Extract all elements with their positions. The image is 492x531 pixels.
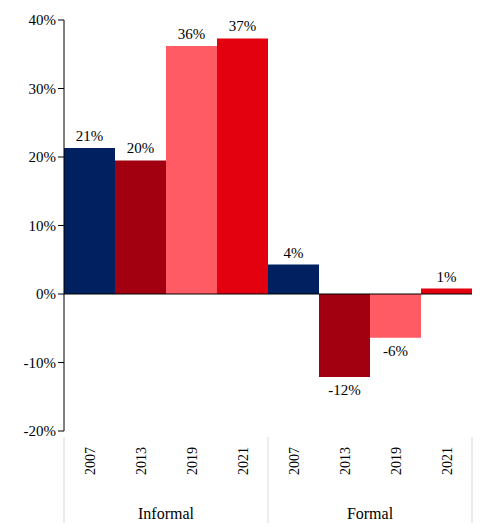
svg-text:2007: 2007 [287, 447, 302, 475]
svg-text:2021: 2021 [236, 447, 251, 475]
svg-text:Informal: Informal [138, 505, 195, 522]
svg-text:2007: 2007 [83, 447, 98, 475]
svg-text:10%: 10% [29, 218, 57, 234]
svg-text:36%: 36% [178, 26, 206, 42]
svg-text:2013: 2013 [338, 447, 353, 475]
svg-text:2013: 2013 [134, 447, 149, 475]
svg-text:-12%: -12% [328, 382, 361, 398]
svg-text:-6%: -6% [383, 343, 408, 359]
svg-text:4%: 4% [284, 245, 304, 261]
svg-text:2019: 2019 [185, 447, 200, 475]
svg-text:1%: 1% [437, 269, 457, 285]
svg-text:30%: 30% [29, 81, 57, 97]
svg-text:-10%: -10% [24, 355, 57, 371]
svg-text:2021: 2021 [440, 447, 455, 475]
svg-text:Formal: Formal [347, 505, 394, 522]
svg-text:-20%: -20% [24, 423, 57, 439]
svg-text:2019: 2019 [389, 447, 404, 475]
svg-text:20%: 20% [29, 149, 57, 165]
svg-text:37%: 37% [229, 18, 257, 34]
svg-text:21%: 21% [76, 128, 104, 144]
svg-text:40%: 40% [29, 12, 57, 28]
svg-text:0%: 0% [36, 286, 56, 302]
svg-text:20%: 20% [127, 140, 155, 156]
